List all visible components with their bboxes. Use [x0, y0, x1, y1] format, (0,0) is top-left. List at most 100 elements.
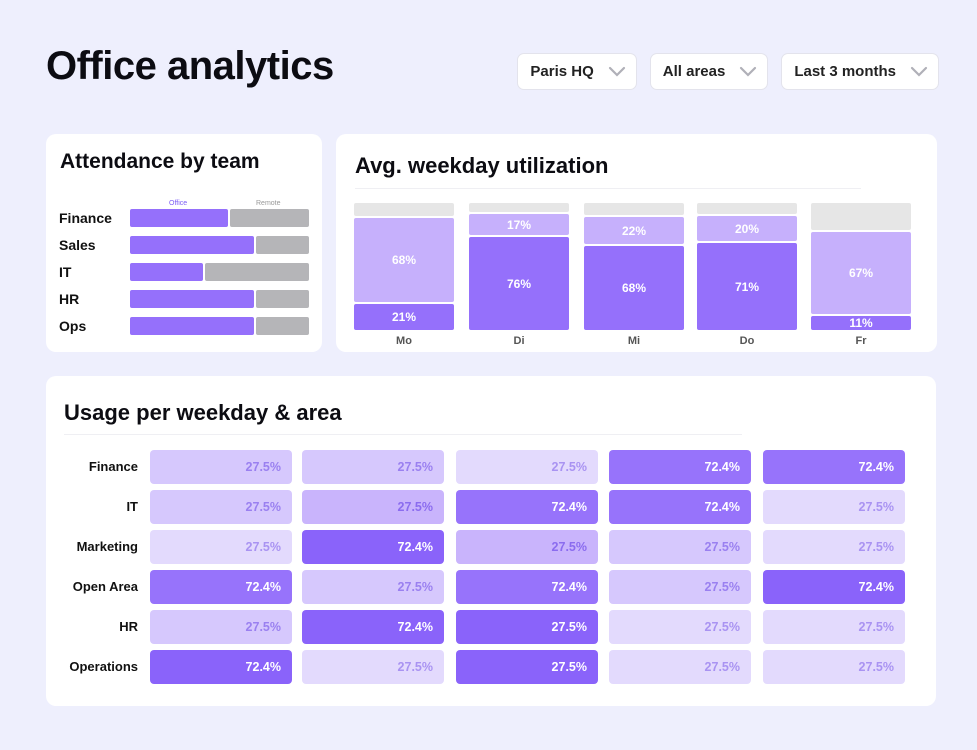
- title-divider: [355, 188, 861, 189]
- bar-segment-top: [584, 203, 684, 215]
- team-row: Sales: [59, 236, 309, 254]
- period-dropdown[interactable]: Last 3 months: [781, 53, 939, 90]
- heatmap-cell: 27.5%: [150, 610, 292, 644]
- area-label: Marketing: [76, 539, 138, 554]
- office-segment: [130, 236, 254, 254]
- heatmap-cell: 27.5%: [302, 450, 444, 484]
- team-label: Finance: [59, 210, 112, 226]
- period-dropdown-label: Last 3 months: [794, 63, 896, 80]
- bar-segment-top: [811, 203, 911, 230]
- area-dropdown[interactable]: All areas: [649, 53, 769, 90]
- heatmap-cell: 27.5%: [609, 610, 751, 644]
- weekday-label: Mo: [396, 335, 412, 347]
- team-label: HR: [59, 291, 80, 307]
- weekday-label: Di: [513, 335, 525, 347]
- location-dropdown-label: Paris HQ: [530, 63, 594, 80]
- heatmap-cell: 27.5%: [609, 530, 751, 564]
- attendance-bar: [130, 263, 309, 281]
- weekday-bar: 67% 11%: [811, 203, 911, 330]
- area-label: Open Area: [72, 579, 138, 594]
- chevron-down-icon: [608, 66, 625, 77]
- team-label: Ops: [59, 318, 87, 334]
- team-label: Sales: [59, 237, 96, 253]
- office-segment: [130, 290, 254, 308]
- weekday-label: Mi: [627, 335, 641, 347]
- title-divider: [64, 434, 742, 435]
- bar-segment-bottom: 68%: [584, 246, 684, 330]
- office-segment: [130, 317, 254, 335]
- heatmap-cell: 72.4%: [456, 490, 598, 524]
- bar-segment-middle: 20%: [697, 216, 797, 241]
- weekday-bar: 22% 68%: [584, 203, 684, 330]
- team-label: IT: [59, 264, 72, 280]
- chevron-down-icon: [740, 66, 757, 77]
- weekday-bar: 17% 76%: [469, 203, 569, 330]
- team-row: Ops: [59, 317, 309, 335]
- heatmap-cell: 27.5%: [150, 450, 292, 484]
- heatmap-cell: 72.4%: [150, 570, 292, 604]
- area-label: HR: [119, 619, 138, 634]
- utilization-title: Avg. weekday utilization: [355, 153, 609, 178]
- attendance-bar: [130, 236, 309, 254]
- bar-segment-bottom: 76%: [469, 237, 569, 330]
- heatmap-cell: 72.4%: [763, 450, 905, 484]
- attendance-bar: [130, 209, 309, 227]
- heatmap-cell: 27.5%: [302, 490, 444, 524]
- heatmap-cell: 27.5%: [763, 650, 905, 684]
- remote-segment: [205, 263, 309, 281]
- heatmap-cell: 72.4%: [609, 450, 751, 484]
- area-dropdown-label: All areas: [662, 63, 726, 80]
- heatmap-cell: 27.5%: [150, 490, 292, 524]
- heatmap-cell: 27.5%: [763, 610, 905, 644]
- heatmap-cell: 27.5%: [456, 610, 598, 644]
- bar-segment-top: [469, 203, 569, 212]
- bar-segment-bottom: 71%: [697, 243, 797, 330]
- team-row: Finance: [59, 209, 309, 227]
- legend-remote: Remote: [256, 200, 281, 207]
- attendance-title: Attendance by team: [60, 150, 260, 173]
- filter-bar: Paris HQ All areas Last 3 months: [517, 53, 939, 90]
- chevron-down-icon: [910, 66, 928, 77]
- location-dropdown[interactable]: Paris HQ: [517, 53, 637, 90]
- area-label: IT: [126, 499, 138, 514]
- bar-segment-bottom: 21%: [354, 304, 454, 330]
- bar-segment-middle: 67%: [811, 232, 911, 314]
- heatmap-cell: 27.5%: [302, 570, 444, 604]
- heatmap-card: Usage per weekday & area Finance 27.5% 27.…: [46, 376, 936, 706]
- remote-segment: [256, 236, 309, 254]
- heatmap-cell: 27.5%: [456, 650, 598, 684]
- heatmap-cell: 27.5%: [302, 650, 444, 684]
- heatmap-cell: 27.5%: [763, 530, 905, 564]
- bar-segment-middle: 17%: [469, 214, 569, 235]
- attendance-card: Attendance by team Office Remote Finance…: [46, 134, 322, 352]
- team-row: HR: [59, 290, 309, 308]
- office-segment: [130, 263, 203, 281]
- heatmap-cell: 27.5%: [763, 490, 905, 524]
- page-title: Office analytics: [46, 44, 334, 88]
- office-segment: [130, 209, 228, 227]
- remote-segment: [256, 317, 309, 335]
- heatmap-cell: 27.5%: [609, 570, 751, 604]
- bar-segment-top: [354, 203, 454, 216]
- team-row: IT: [59, 263, 309, 281]
- heatmap-title: Usage per weekday & area: [64, 400, 342, 425]
- area-label: Operations: [69, 659, 138, 674]
- weekday-bar: 20% 71%: [697, 203, 797, 330]
- bar-segment-bottom: 11%: [811, 316, 911, 330]
- heatmap-cell: 72.4%: [609, 490, 751, 524]
- remote-segment: [256, 290, 309, 308]
- attendance-bar: [130, 317, 309, 335]
- legend-office: Office: [169, 200, 188, 207]
- weekday-label: Do: [739, 335, 755, 347]
- bar-segment-top: [697, 203, 797, 214]
- heatmap-cell: 72.4%: [456, 570, 598, 604]
- heatmap-cell: 72.4%: [302, 530, 444, 564]
- bar-segment-middle: 22%: [584, 217, 684, 244]
- weekday-bar: 68% 21%: [354, 203, 454, 330]
- heatmap-cell: 27.5%: [456, 450, 598, 484]
- heatmap-cell: 72.4%: [763, 570, 905, 604]
- heatmap-cell: 27.5%: [609, 650, 751, 684]
- remote-segment: [230, 209, 309, 227]
- heatmap-cell: 27.5%: [150, 530, 292, 564]
- heatmap-cell: 72.4%: [302, 610, 444, 644]
